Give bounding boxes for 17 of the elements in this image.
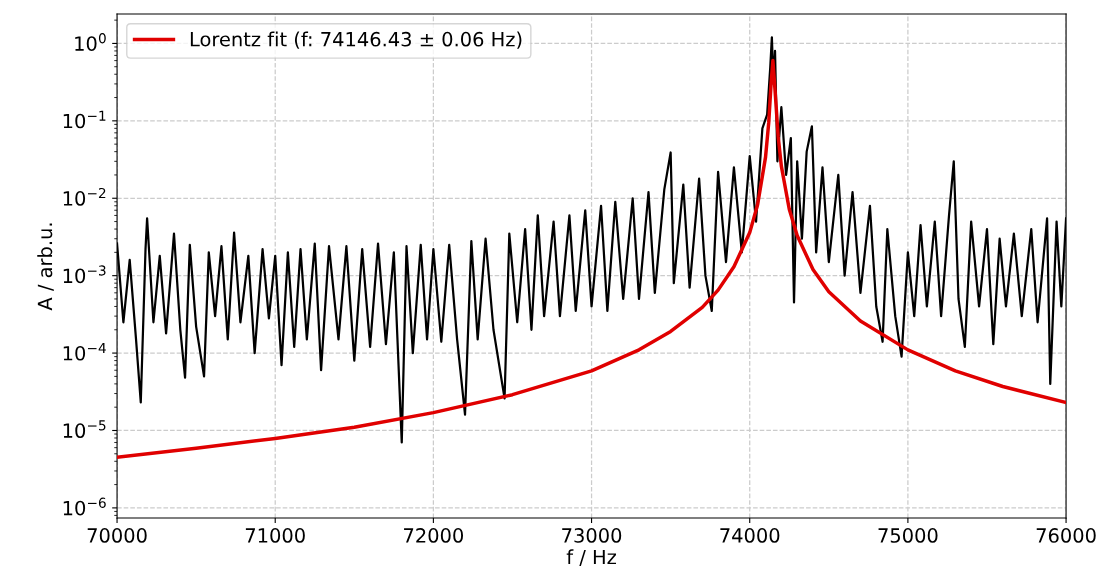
x-tick-label: 71000 <box>245 528 305 543</box>
x-tick-label: 73000 <box>562 528 622 543</box>
y-tick-label: 10$^{−1}$ <box>63 110 106 129</box>
y-tick-label: 10$^{−4}$ <box>63 342 106 361</box>
y-tick-label: 10$^{−5}$ <box>63 420 106 439</box>
x-tick-label: 74000 <box>720 528 780 543</box>
y-tick-label: 10$^{−6}$ <box>63 497 106 516</box>
x-tick-label: 75000 <box>878 528 938 543</box>
x-tick-label: 70000 <box>87 528 147 543</box>
y-tick-label: 10$^{−3}$ <box>63 265 106 284</box>
x-tick-label: 76000 <box>1036 528 1096 543</box>
x-axis-title: f / Hz <box>566 549 617 566</box>
y-tick-label: 10$^{0}$ <box>75 33 106 51</box>
y-axis-title: A / arb.u. <box>37 223 54 311</box>
y-tick-label: 10$^{−2}$ <box>63 187 106 206</box>
x-tick-label: 72000 <box>404 528 464 543</box>
legend-label: Lorentz fit (f: 74146.43 ± 0.06 Hz) <box>190 31 522 49</box>
